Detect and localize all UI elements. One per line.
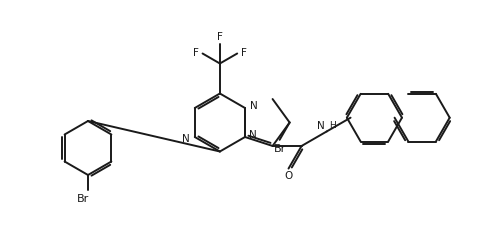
Text: Br: Br	[77, 194, 89, 204]
Text: O: O	[284, 171, 293, 180]
Text: Br: Br	[273, 144, 286, 154]
Text: F: F	[241, 49, 247, 58]
Text: N: N	[317, 121, 325, 131]
Text: N: N	[249, 130, 257, 140]
Text: N: N	[250, 101, 258, 111]
Text: N: N	[182, 134, 190, 144]
Text: F: F	[192, 49, 198, 58]
Text: H: H	[329, 121, 335, 130]
Text: F: F	[217, 33, 223, 43]
